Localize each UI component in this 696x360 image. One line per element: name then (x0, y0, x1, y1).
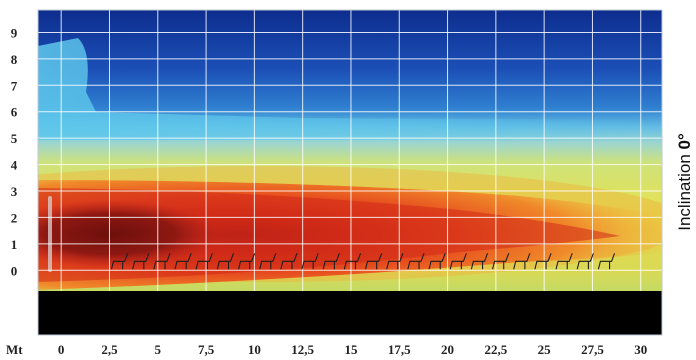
seat-0 (110, 253, 129, 270)
x-tick-4: 10 (248, 342, 261, 357)
seat-22 (576, 253, 594, 270)
y-tick-8: 8 (11, 52, 18, 67)
x-tick-8: 20 (441, 342, 454, 357)
x-tick-0: 0 (58, 342, 65, 357)
seat-21 (555, 253, 573, 270)
seat-23 (597, 253, 616, 270)
seat-1 (132, 253, 150, 270)
y-tick-4: 4 (11, 158, 18, 173)
seat-4 (195, 253, 213, 270)
source-marker (48, 196, 52, 272)
seat-7 (259, 253, 277, 270)
seat-5 (216, 253, 235, 270)
seat-17 (470, 253, 489, 270)
x-tick-11: 27,5 (581, 342, 604, 357)
seat-16 (449, 253, 467, 270)
y-tick-labels: 0 1 2 3 4 5 6 7 8 9 (11, 25, 18, 278)
seat-3 (174, 253, 192, 270)
seat-row (110, 253, 616, 270)
seat-19 (513, 253, 531, 270)
plot-frame (37, 9, 663, 336)
seat-10 (322, 253, 340, 270)
x-tick-10: 25 (538, 342, 552, 357)
x-tick-9: 22,5 (484, 342, 507, 357)
y-tick-9: 9 (11, 25, 18, 40)
seat-11 (343, 253, 362, 270)
y-tick-6: 6 (11, 105, 18, 120)
seat-18 (492, 253, 510, 270)
side-label-value: 0° (675, 133, 694, 149)
x-tick-labels: 0 2,5 5 7,5 10 12,5 15 17,5 20 22,5 25 27,5 30 (58, 342, 647, 357)
x-tick-6: 15 (344, 342, 358, 357)
side-label-text: Inclination (675, 149, 694, 230)
seat-8 (280, 253, 298, 270)
grid-lines (38, 10, 662, 291)
plume-core (38, 200, 220, 268)
y-tick-5: 5 (11, 131, 18, 146)
x-tick-12: 30 (634, 342, 647, 357)
y-tick-7: 7 (11, 78, 18, 93)
cyan-plume-band (38, 38, 662, 140)
seat-9 (301, 253, 319, 270)
y-tick-0: 0 (11, 263, 18, 278)
seat-12 (364, 253, 383, 270)
seat-13 (386, 253, 404, 270)
side-label: Inclination 0° (675, 133, 694, 231)
seat-15 (428, 253, 446, 270)
y-tick-2: 2 (11, 210, 18, 225)
x-tick-2: 5 (155, 342, 162, 357)
seat-6 (237, 253, 256, 270)
seat-20 (534, 253, 552, 270)
x-tick-5: 12,5 (291, 342, 314, 357)
x-tick-3: 7,5 (198, 342, 215, 357)
y-tick-3: 3 (11, 184, 18, 199)
seat-14 (407, 253, 425, 270)
seat-2 (153, 253, 171, 270)
x-tick-7: 17,5 (388, 342, 411, 357)
plot-area (38, 10, 662, 335)
x-tick-1: 2,5 (101, 342, 118, 357)
x-unit-label: Mt (6, 342, 23, 357)
y-tick-1: 1 (11, 237, 18, 252)
floor-band (38, 291, 662, 335)
